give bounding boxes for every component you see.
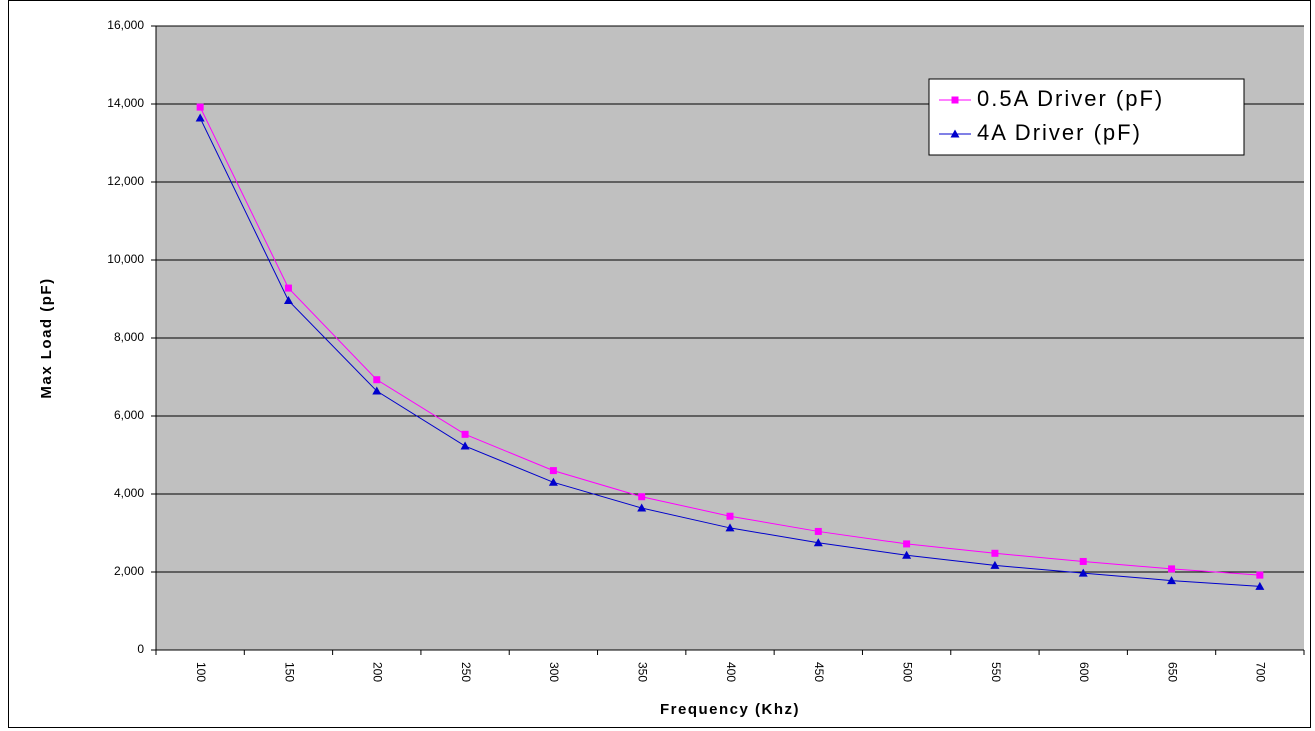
x-axis-ticks: 100 150 200 250 300 350 400 450 500 550 600 650 700 (155, 650, 1305, 682)
x-tick-label: 600 (1077, 662, 1091, 682)
y-tick-label: 6,000 (114, 408, 144, 422)
legend-box (928, 78, 1245, 156)
data-point-square (1079, 557, 1087, 565)
data-point-triangle (195, 113, 205, 122)
y-tick-label: 10,000 (107, 252, 144, 266)
data-point-square (1168, 565, 1176, 573)
x-tick-label: 700 (1254, 662, 1268, 682)
x-tick-label: 300 (547, 662, 561, 682)
x-tick-label: 450 (812, 662, 826, 682)
series-layer (195, 103, 1265, 590)
data-point-square (196, 103, 204, 111)
y-tick-label: 12,000 (107, 174, 144, 188)
data-point-square (638, 493, 646, 501)
data-point-triangle (1167, 576, 1177, 585)
data-point-triangle (813, 538, 823, 547)
series-triangle (195, 113, 1265, 590)
x-tick-label: 550 (989, 662, 1003, 682)
legend-label: 0.5A Driver (pF) (977, 86, 1164, 111)
data-point-square (284, 284, 292, 292)
data-point-square (951, 96, 959, 104)
data-point-triangle (1078, 568, 1088, 577)
y-tick-label: 2,000 (114, 564, 144, 578)
y-axis-title: Max Load (pF) (38, 277, 55, 398)
data-point-square (814, 527, 822, 535)
y-tick-label: 4,000 (114, 486, 144, 500)
data-point-square (726, 512, 734, 520)
x-tick-label: 400 (724, 662, 738, 682)
chart-frame: 0 2,000 4,000 6,000 8,000 10,000 12,000 14,000 1… (8, 0, 1311, 728)
y-tick-label: 14,000 (107, 96, 144, 110)
line-chart: 0 2,000 4,000 6,000 8,000 10,000 12,000 14,000 1… (38, 18, 1305, 718)
data-point-triangle (372, 386, 382, 395)
x-tick-label: 350 (636, 662, 650, 682)
x-axis-title: Frequency (Khz) (660, 701, 800, 718)
data-point-triangle (990, 560, 1000, 569)
data-point-triangle (637, 503, 647, 512)
x-tick-label: 500 (900, 662, 914, 682)
series-square (196, 103, 1264, 579)
data-point-triangle (725, 523, 735, 532)
data-point-square (1256, 571, 1264, 579)
x-tick-label: 150 (282, 662, 296, 682)
data-point-triangle (460, 441, 470, 450)
y-axis-ticks: 0 2,000 4,000 6,000 8,000 10,000 12,000 14,000 1… (107, 18, 156, 656)
y-tick-label: 0 (137, 642, 144, 656)
y-tick-label: 8,000 (114, 330, 144, 344)
data-point-triangle (548, 477, 558, 486)
data-point-square (903, 540, 911, 548)
x-tick-label: 200 (371, 662, 385, 682)
data-point-square (461, 430, 469, 438)
x-tick-label: 650 (1165, 662, 1179, 682)
data-point-square (373, 376, 381, 384)
y-tick-label: 16,000 (107, 18, 144, 32)
data-point-square (991, 549, 999, 557)
data-point-triangle (1255, 581, 1265, 590)
data-point-triangle (283, 296, 293, 305)
data-point-square (549, 467, 557, 475)
legend: 0.5A Driver (pF) 4A Driver (pF) (928, 78, 1245, 156)
x-tick-label: 250 (459, 662, 473, 682)
data-point-triangle (950, 129, 960, 138)
data-point-triangle (902, 550, 912, 559)
legend-label: 4A Driver (pF) (977, 120, 1142, 145)
x-tick-label: 100 (194, 662, 208, 682)
